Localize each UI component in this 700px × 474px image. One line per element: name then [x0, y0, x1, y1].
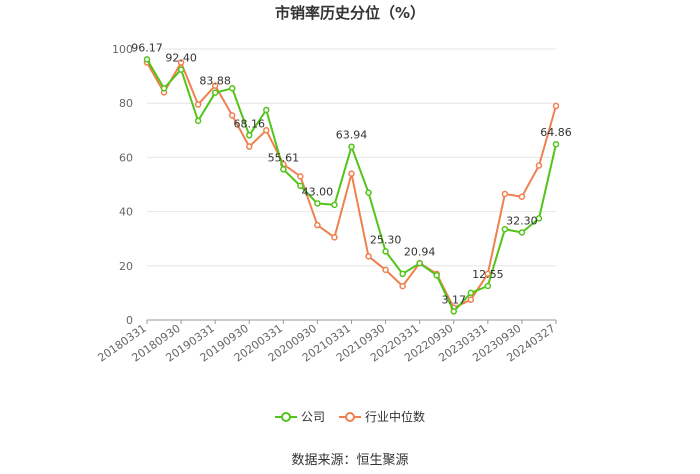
data-source: 数据来源：恒生聚源 — [291, 453, 409, 468]
data-label: 96.17 — [131, 41, 163, 54]
data-point-company — [433, 272, 440, 279]
data-label: 25.30 — [370, 233, 402, 246]
chart-title: 市销率历史分位（%） — [274, 4, 426, 22]
legend-line-icon — [274, 411, 297, 422]
data-point-company — [484, 282, 492, 290]
data-point-industry — [518, 193, 526, 200]
data-point-industry — [263, 127, 270, 134]
data-point-company — [177, 66, 185, 73]
data-point-company — [348, 143, 355, 150]
data-point-industry — [194, 101, 202, 108]
data-point-industry — [246, 143, 253, 150]
data-point-industry — [314, 221, 321, 229]
data-point-company — [194, 117, 202, 125]
data-label: 32.30 — [506, 214, 538, 227]
data-point-industry — [535, 162, 543, 169]
data-point-industry — [331, 234, 338, 241]
data-point-company — [399, 270, 406, 278]
data-point-company — [331, 201, 338, 209]
legend-label-industry: 行业中位数 — [365, 410, 426, 424]
data-point-company — [228, 85, 236, 92]
data-point-company — [518, 229, 526, 236]
data-label: 92.40 — [165, 52, 197, 65]
y-tick-label: 100 — [112, 43, 133, 56]
data-label: 43.00 — [302, 185, 334, 198]
data-point-industry — [177, 59, 185, 66]
data-label: 83.88 — [199, 75, 231, 88]
data-point-company — [535, 215, 543, 222]
data-point-company — [450, 308, 457, 315]
data-point-industry — [467, 296, 475, 303]
data-point-industry — [365, 253, 372, 260]
data-label: 68.16 — [234, 117, 266, 130]
data-point-company — [552, 140, 560, 148]
data-point-company — [314, 200, 321, 207]
data-point-company — [280, 166, 287, 173]
data-label: 63.94 — [336, 129, 368, 142]
data-point-industry — [501, 190, 509, 198]
legend-item-industry[interactable]: 行业中位数 — [339, 408, 425, 425]
data-label: 3.17 — [442, 293, 467, 306]
legend-item-company[interactable]: 公司 — [274, 408, 325, 425]
data-point-industry — [382, 266, 389, 274]
data-point-industry — [484, 270, 492, 278]
data-point-company — [297, 182, 304, 190]
y-tick-label: 0 — [126, 314, 133, 327]
y-tick-label: 80 — [119, 97, 133, 110]
data-label: 64.86 — [540, 126, 572, 139]
data-point-company — [416, 260, 423, 267]
legend: 公司 行业中位数 — [0, 408, 700, 425]
data-point-company — [263, 106, 270, 114]
data-point-company — [246, 132, 253, 139]
data-point-industry — [348, 170, 355, 177]
data-point-industry — [228, 112, 236, 119]
y-tick-label: 60 — [119, 151, 133, 164]
y-tick-label: 20 — [119, 260, 133, 273]
legend-line-icon — [339, 411, 361, 422]
data-label: 55.61 — [268, 151, 300, 164]
data-point-company — [160, 85, 168, 92]
data-point-industry — [552, 102, 560, 110]
data-point-company — [211, 89, 219, 96]
data-point-company — [467, 289, 475, 297]
legend-label-company: 公司 — [300, 410, 325, 424]
data-point-industry — [297, 173, 304, 180]
data-point-company — [501, 225, 509, 233]
data-point-industry — [211, 82, 219, 89]
data-label: 20.94 — [404, 245, 436, 258]
data-label: 12.55 — [472, 268, 504, 281]
data-point-industry — [399, 282, 406, 290]
y-tick-label: 40 — [119, 206, 133, 219]
data-point-company — [365, 189, 372, 196]
data-point-company — [143, 56, 151, 63]
data-point-company — [382, 248, 389, 255]
